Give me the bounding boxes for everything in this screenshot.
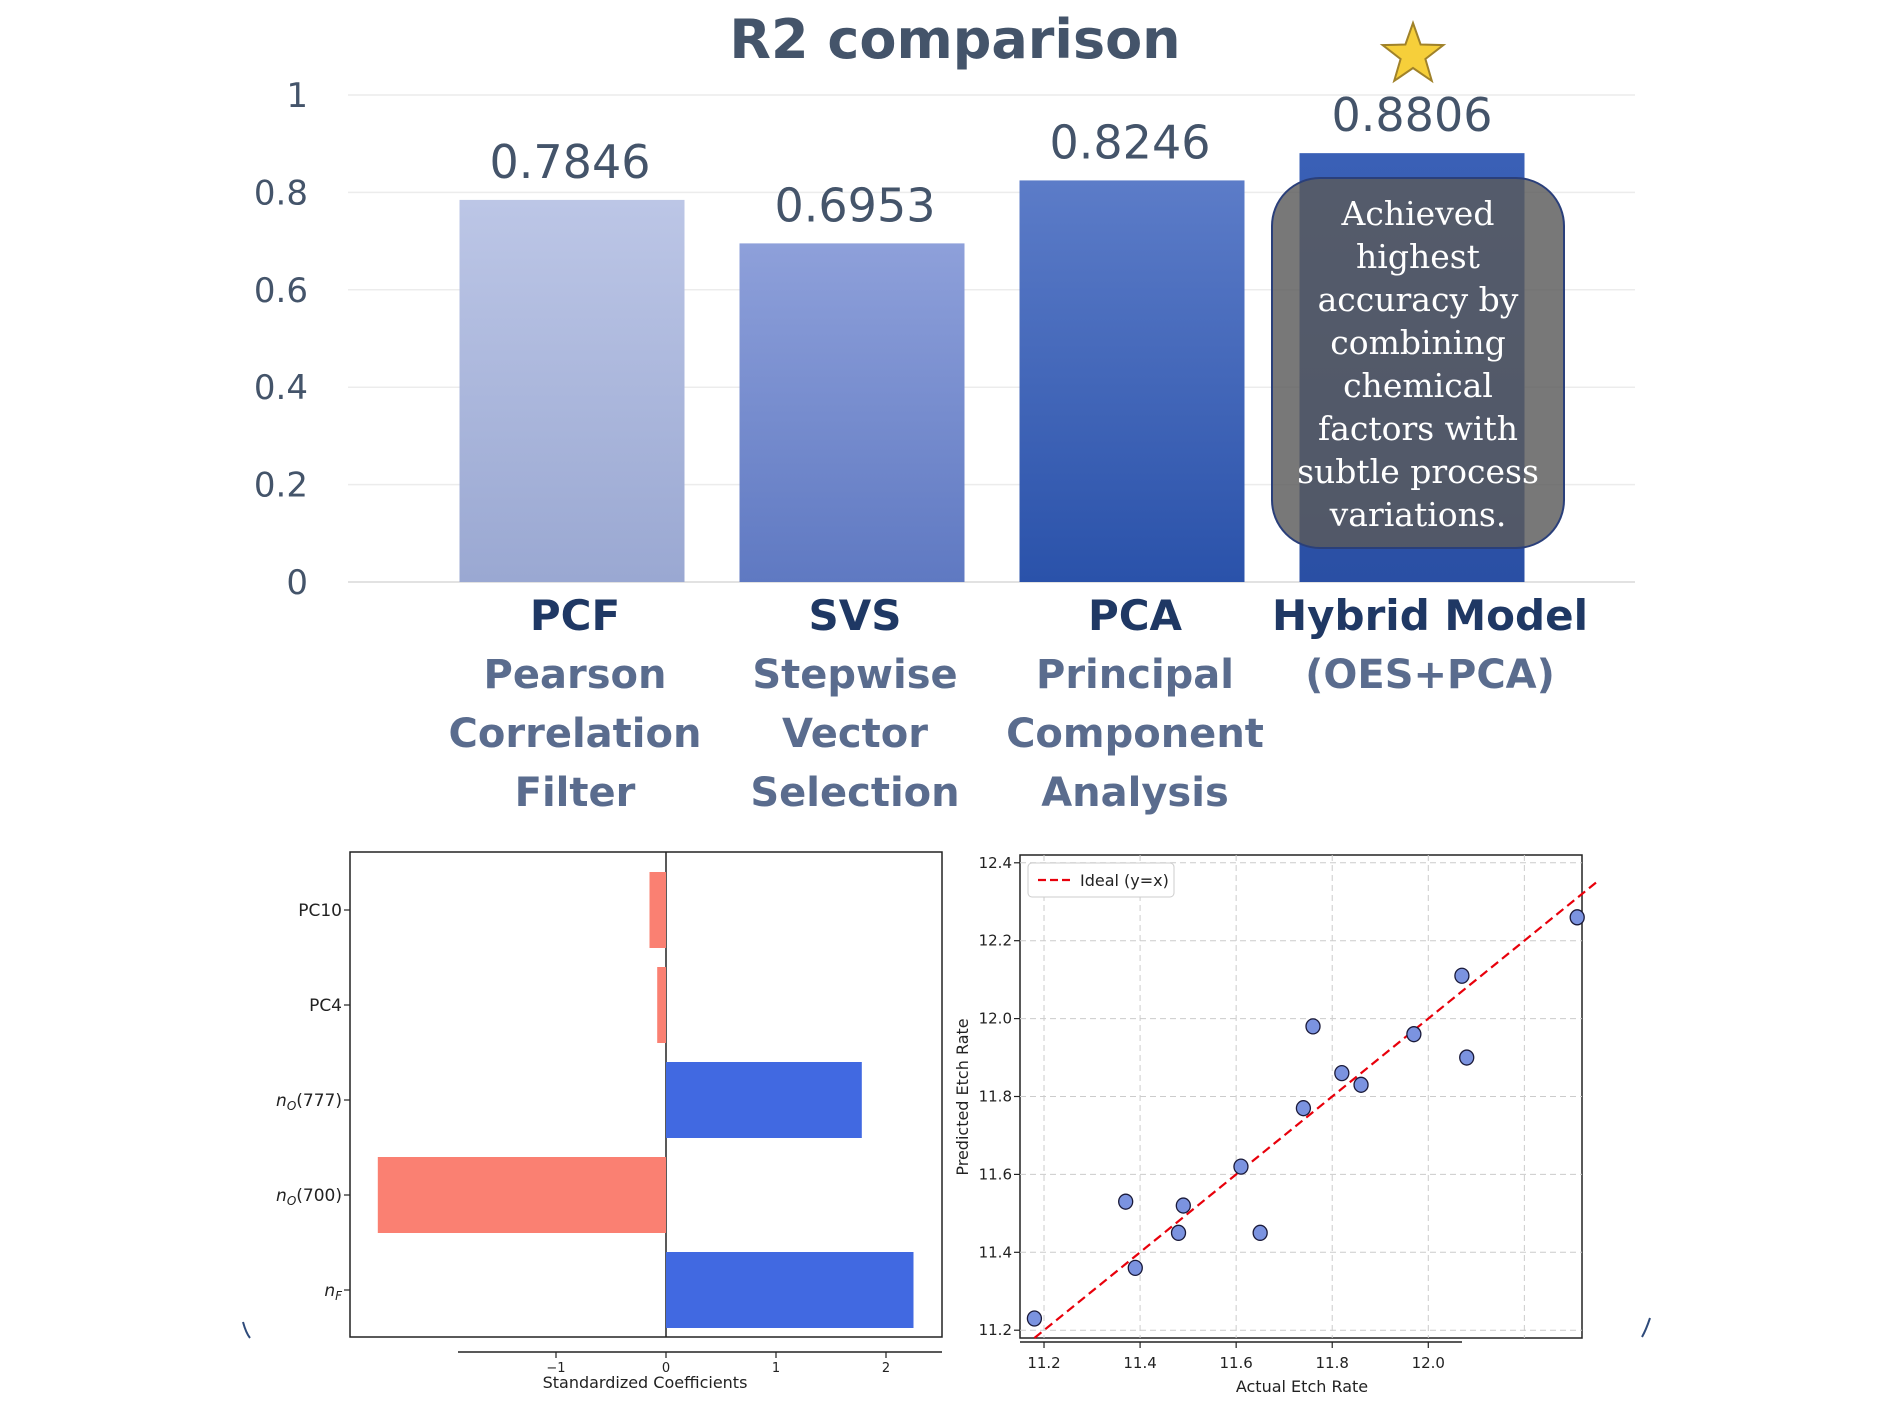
annotation-text-line: combining	[1330, 323, 1506, 362]
data-point	[1127, 1259, 1143, 1277]
category-label-line: (OES+PCA)	[1305, 652, 1555, 698]
x-tick-label: 11.4	[1123, 1354, 1156, 1372]
coefficient-bar	[649, 872, 666, 948]
bar-pcf	[459, 199, 685, 583]
category-label-line: Vector	[782, 711, 928, 757]
data-point	[1233, 1158, 1249, 1175]
x-tick-label: 1	[772, 1361, 780, 1376]
y-tick-label: 11.6	[979, 1165, 1012, 1183]
y-tick-label: 12.2	[979, 932, 1012, 950]
data-point	[1459, 1049, 1475, 1066]
annotation: Achieved highest accuracy by combining chemi…	[1271, 19, 1565, 549]
category-abbr: Hybrid Model	[1272, 591, 1588, 640]
category-label-line: Pearson	[484, 652, 667, 698]
data-point	[1252, 1224, 1268, 1241]
y-tick-label: 0	[286, 563, 308, 603]
data-point	[1295, 1100, 1312, 1117]
x-tick-label: 11.8	[1316, 1354, 1349, 1372]
y-tick-label: 12.4	[979, 854, 1012, 872]
y-tick-label: 0.2	[254, 466, 308, 506]
right-bracket-mark	[1641, 1317, 1651, 1338]
category-label-line: Component	[1006, 711, 1264, 757]
coefficient-bar	[377, 1157, 666, 1233]
data-point	[1170, 1224, 1187, 1241]
y-tick-label: 0.8	[254, 173, 308, 213]
x-tick-label: −1	[546, 1361, 565, 1376]
legend-box	[1027, 862, 1175, 898]
data-point	[1406, 1026, 1422, 1043]
category-label-line: Correlation	[449, 711, 702, 757]
x-axis-label: Standardized Coefficients	[543, 1373, 748, 1392]
category-label-line: Stepwise	[752, 652, 957, 698]
y-tick-label: nO(700)	[276, 1186, 342, 1208]
value-label: 0.6953	[775, 178, 936, 232]
value-labels: 0.7846 0.6953 0.8246 0.8806	[490, 88, 1493, 232]
data-point	[1334, 1064, 1350, 1082]
legend-label: Ideal (y=x)	[1080, 871, 1169, 890]
predicted-vs-actual-scatter: 11.2 11.4 11.6 11.8 12.0 11.2 11.4 11.6 11.8 12.0…	[953, 854, 1598, 1396]
category-label-line: Analysis	[1041, 770, 1229, 816]
y-tick-label: 0.6	[254, 271, 308, 311]
left-bracket-mark	[242, 1321, 251, 1339]
star-icon	[1379, 19, 1447, 84]
annotation-text-line: variations.	[1329, 495, 1507, 534]
data-point	[1175, 1197, 1191, 1214]
annotation-text-line: subtle process	[1297, 452, 1539, 491]
y-tick-label: 11.2	[979, 1321, 1012, 1339]
coefficient-bar	[666, 1252, 914, 1328]
y-tick-label: nO(777)	[276, 1091, 342, 1113]
x-tick-label: 12.0	[1412, 1354, 1445, 1372]
y-tick-label: 12.0	[979, 1010, 1012, 1028]
annotation-text-line: highest	[1356, 237, 1480, 276]
category-label-line: Selection	[750, 770, 959, 816]
chart-title: R2 comparison	[729, 8, 1180, 71]
coefficient-bar-chart: −1 0 1 2 Standardized Coefficients PC10 PC4 nO(…	[276, 851, 943, 1392]
value-label: 0.8806	[1332, 88, 1493, 142]
category-abbr: PCF	[530, 591, 620, 640]
category-labels: PCF Pearson Correlation Filter SVS Stepwise Ve…	[449, 591, 1588, 816]
category-abbr: PCA	[1088, 591, 1183, 640]
coefficient-bar	[666, 1062, 862, 1138]
data-point	[1454, 967, 1470, 984]
y-tick-label: 0.4	[254, 368, 308, 408]
ideal-line	[1033, 881, 1598, 1339]
y-tick-label: PC10	[298, 901, 342, 921]
y-tick-label: 1	[286, 76, 308, 116]
value-label: 0.7846	[490, 135, 651, 189]
category-label-line: Principal	[1036, 652, 1234, 698]
annotation-text-line: accuracy by	[1318, 280, 1519, 319]
data-point	[1569, 909, 1585, 926]
category-label-line: Filter	[515, 770, 636, 816]
annotation-text-line: Achieved	[1341, 194, 1495, 233]
y-tick-label: 11.4	[979, 1243, 1012, 1261]
x-tick-label: 11.6	[1219, 1354, 1252, 1372]
x-tick-label: 11.2	[1027, 1354, 1060, 1372]
y-axis-label: Predicted Etch Rate	[953, 1018, 972, 1175]
y-tick-label: 11.8	[979, 1088, 1012, 1106]
bar-pca	[1019, 180, 1245, 582]
data-point	[1026, 1310, 1043, 1327]
data-point	[1305, 1018, 1321, 1035]
y-tick-label: nF	[324, 1281, 343, 1303]
x-tick-label: 2	[882, 1361, 890, 1376]
x-tick-label: 0	[662, 1361, 670, 1376]
bar-svs	[739, 243, 965, 582]
y-tick-label: PC4	[309, 996, 342, 1016]
data-point	[1118, 1193, 1134, 1210]
annotation-box	[1271, 177, 1565, 549]
value-label: 0.8246	[1050, 115, 1211, 169]
annotation-text-line: factors with	[1318, 409, 1518, 448]
y-axis-ticks: 0 0.2 0.4 0.6 0.8 1	[254, 76, 308, 603]
data-point	[1353, 1076, 1369, 1093]
annotation-text-line: chemical	[1343, 366, 1493, 405]
x-axis-label: Actual Etch Rate	[1236, 1377, 1368, 1396]
coefficient-bar	[657, 967, 666, 1043]
category-abbr: SVS	[808, 591, 901, 640]
